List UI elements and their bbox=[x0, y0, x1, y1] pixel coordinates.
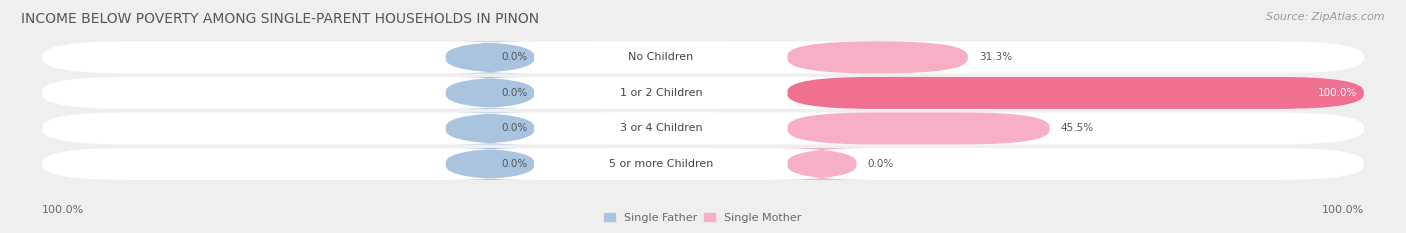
Text: 0.0%: 0.0% bbox=[501, 52, 527, 62]
FancyBboxPatch shape bbox=[446, 148, 534, 180]
FancyBboxPatch shape bbox=[42, 77, 1364, 109]
Text: Source: ZipAtlas.com: Source: ZipAtlas.com bbox=[1267, 12, 1385, 22]
FancyBboxPatch shape bbox=[42, 113, 1364, 144]
Legend: Single Father, Single Mother: Single Father, Single Mother bbox=[600, 209, 806, 227]
Text: 0.0%: 0.0% bbox=[868, 159, 894, 169]
Text: 0.0%: 0.0% bbox=[501, 159, 527, 169]
FancyBboxPatch shape bbox=[534, 77, 787, 109]
Text: INCOME BELOW POVERTY AMONG SINGLE-PARENT HOUSEHOLDS IN PINON: INCOME BELOW POVERTY AMONG SINGLE-PARENT… bbox=[21, 12, 540, 26]
Text: 31.3%: 31.3% bbox=[979, 52, 1012, 62]
FancyBboxPatch shape bbox=[534, 41, 787, 73]
Text: 3 or 4 Children: 3 or 4 Children bbox=[620, 123, 702, 134]
FancyBboxPatch shape bbox=[534, 113, 787, 144]
FancyBboxPatch shape bbox=[787, 77, 1364, 109]
FancyBboxPatch shape bbox=[787, 113, 1050, 144]
FancyBboxPatch shape bbox=[42, 41, 1364, 73]
Text: 100.0%: 100.0% bbox=[1322, 205, 1364, 215]
Text: 1 or 2 Children: 1 or 2 Children bbox=[620, 88, 702, 98]
Text: 100.0%: 100.0% bbox=[1317, 88, 1357, 98]
FancyBboxPatch shape bbox=[42, 148, 1364, 180]
FancyBboxPatch shape bbox=[446, 113, 534, 144]
Text: 0.0%: 0.0% bbox=[501, 88, 527, 98]
FancyBboxPatch shape bbox=[534, 148, 787, 180]
Text: 45.5%: 45.5% bbox=[1062, 123, 1094, 134]
Text: 100.0%: 100.0% bbox=[42, 205, 84, 215]
FancyBboxPatch shape bbox=[446, 41, 534, 73]
FancyBboxPatch shape bbox=[769, 148, 875, 180]
FancyBboxPatch shape bbox=[446, 77, 534, 109]
Text: No Children: No Children bbox=[628, 52, 693, 62]
Text: 0.0%: 0.0% bbox=[501, 123, 527, 134]
FancyBboxPatch shape bbox=[787, 41, 967, 73]
Text: 5 or more Children: 5 or more Children bbox=[609, 159, 713, 169]
